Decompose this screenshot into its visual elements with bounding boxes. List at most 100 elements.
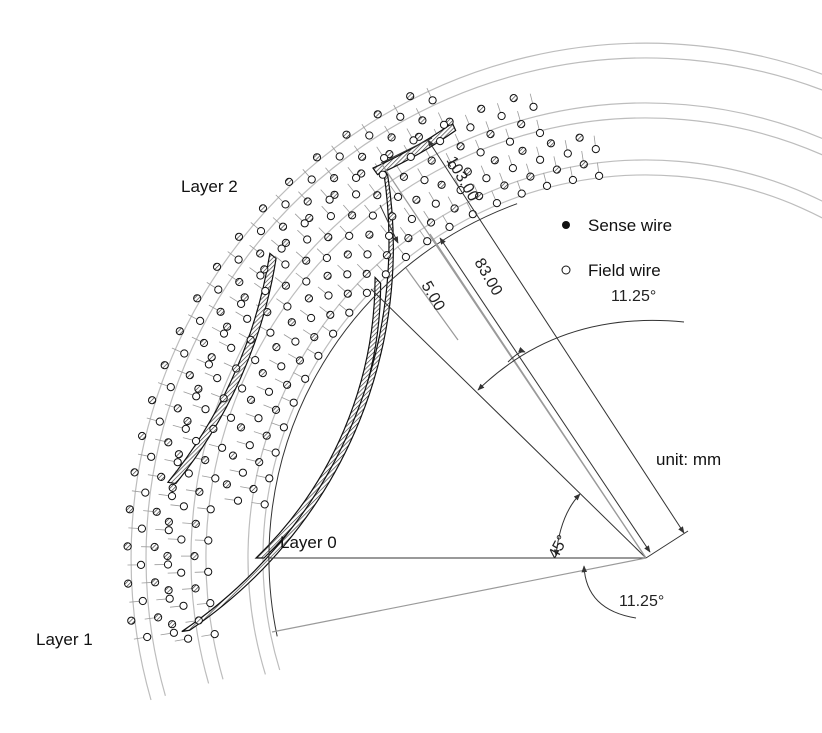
sense-wire xyxy=(168,483,177,492)
sense-wire xyxy=(362,269,371,278)
field-wire xyxy=(211,474,220,483)
field-wire xyxy=(237,299,246,308)
field-wire xyxy=(378,170,387,179)
field-wire xyxy=(192,392,201,401)
sense-wire xyxy=(518,146,527,155)
field-wire xyxy=(300,219,309,228)
field-wire xyxy=(251,356,260,365)
sense-wire xyxy=(152,507,161,516)
sense-wire xyxy=(164,517,173,526)
field-wire xyxy=(324,291,333,300)
background-arcs xyxy=(130,42,822,701)
field-wire xyxy=(281,260,290,269)
field-wire xyxy=(218,443,227,452)
field-wire xyxy=(396,112,405,121)
sense-wire xyxy=(249,484,258,494)
dimension-83-line xyxy=(439,237,651,553)
field-wire xyxy=(265,474,274,483)
field-wire xyxy=(264,387,274,396)
sense-wire xyxy=(207,353,216,362)
sense-wire xyxy=(295,356,304,365)
legend: Sense wire Field wire xyxy=(561,216,672,280)
field-wire xyxy=(238,468,247,477)
field-wire xyxy=(335,152,344,161)
sense-wire xyxy=(343,289,352,298)
sense-wire xyxy=(412,195,421,204)
sense-wire xyxy=(190,552,199,561)
field-wire xyxy=(536,155,545,164)
background-arc xyxy=(247,159,822,675)
field-wire xyxy=(213,374,222,383)
layer-1-label: Layer 1 xyxy=(36,630,93,649)
field-wire xyxy=(352,173,361,182)
sense-wire xyxy=(517,120,526,129)
sense-wire xyxy=(235,277,244,287)
background-arc xyxy=(190,102,822,684)
sense-wire xyxy=(160,361,169,370)
sense-wire xyxy=(263,308,272,317)
field-wire xyxy=(260,500,269,509)
layer-2-label: Layer 2 xyxy=(181,177,238,196)
sense-wire xyxy=(174,450,183,459)
sense-wire xyxy=(138,431,147,441)
sense-wire xyxy=(163,551,172,561)
sense-wire xyxy=(212,262,222,271)
background-arc xyxy=(205,117,822,680)
sense-wire xyxy=(246,395,256,404)
sense-wire xyxy=(240,293,249,302)
field-wire xyxy=(428,96,437,105)
field-wire xyxy=(468,210,477,219)
field-wire xyxy=(497,111,506,121)
field-wire xyxy=(431,199,440,208)
sense-wire xyxy=(246,335,255,344)
sense-wire xyxy=(330,190,339,199)
field-wire xyxy=(535,128,545,138)
field-wire xyxy=(226,413,236,422)
layer-2-inner-wall xyxy=(166,252,277,485)
field-wire xyxy=(143,632,152,642)
unit-label: unit: mm xyxy=(656,450,721,469)
field-wire xyxy=(352,190,361,199)
angle-bottom-arc xyxy=(581,565,637,619)
sense-wire xyxy=(456,142,465,151)
sense-wire xyxy=(183,417,192,426)
sense-wire xyxy=(201,456,210,465)
sense-wire xyxy=(262,431,271,440)
angle-top-label: 11.25° xyxy=(611,288,656,305)
sense-wire xyxy=(399,172,408,181)
sense-wire xyxy=(579,160,588,169)
field-wire-legend-label: Field wire xyxy=(588,261,661,280)
sense-wire xyxy=(343,250,352,259)
field-wire xyxy=(266,328,275,337)
field-wire xyxy=(362,288,371,297)
field-wire xyxy=(439,120,449,129)
field-wire xyxy=(191,436,201,446)
sense-wire xyxy=(271,405,281,414)
field-wire xyxy=(363,250,372,259)
sense-wire xyxy=(342,130,351,139)
field-wire xyxy=(204,536,213,545)
field-wire xyxy=(420,176,429,185)
angle-45-label: 45° xyxy=(546,533,572,562)
sense-wire xyxy=(477,104,486,113)
field-wire xyxy=(368,211,377,220)
field-wire xyxy=(141,488,150,497)
sense-wire xyxy=(546,139,556,148)
field-wire xyxy=(307,313,316,323)
sense-wire xyxy=(303,197,312,206)
field-wire xyxy=(256,227,266,236)
dimension-5-line xyxy=(405,267,459,341)
field-wire xyxy=(314,351,323,360)
field-wire xyxy=(177,535,186,544)
field-wire xyxy=(381,270,390,279)
field-wire xyxy=(238,384,247,393)
sense-wire xyxy=(219,394,228,403)
sense-wire xyxy=(373,110,382,119)
field-wire xyxy=(147,452,156,461)
field-wire xyxy=(256,271,265,280)
sense-wire xyxy=(150,542,159,552)
field-wire xyxy=(167,492,177,501)
sense-wire xyxy=(283,380,292,389)
sense-wire xyxy=(324,233,333,242)
field-wire xyxy=(243,314,252,323)
